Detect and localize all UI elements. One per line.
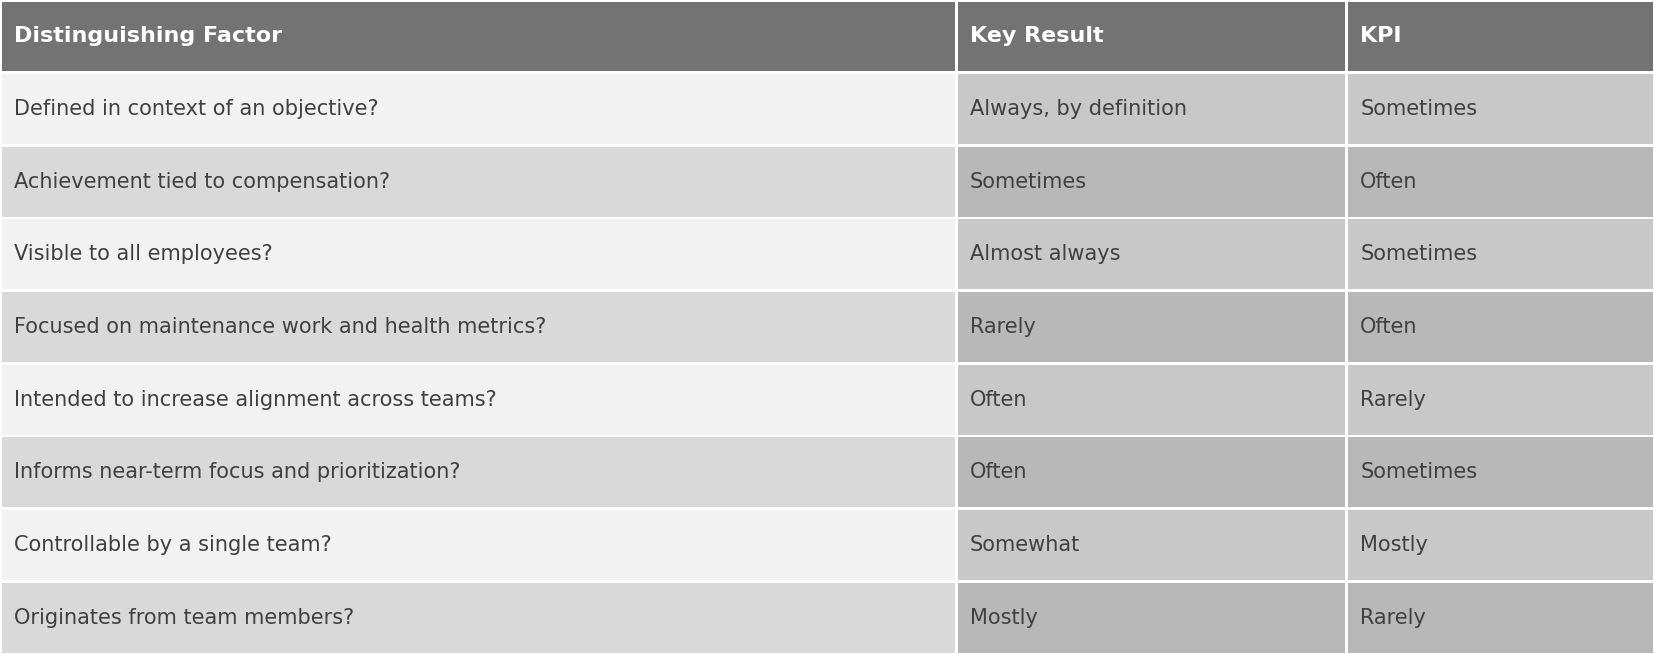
Bar xyxy=(2,510,954,580)
Bar xyxy=(1348,365,1652,434)
Bar xyxy=(2,438,954,507)
Text: Sometimes: Sometimes xyxy=(1360,245,1477,264)
Bar xyxy=(958,365,1345,434)
Text: Rarely: Rarely xyxy=(1360,390,1426,409)
Bar xyxy=(2,220,954,289)
Bar xyxy=(2,147,954,216)
Bar xyxy=(958,1,1345,71)
Bar xyxy=(958,292,1345,362)
Text: Distinguishing Factor: Distinguishing Factor xyxy=(13,26,283,46)
Text: Mostly: Mostly xyxy=(1360,535,1429,555)
Text: Often: Often xyxy=(1360,171,1417,192)
Bar xyxy=(1348,438,1652,507)
Text: Often: Often xyxy=(969,390,1027,409)
Text: Key Result: Key Result xyxy=(969,26,1103,46)
Text: Defined in context of an objective?: Defined in context of an objective? xyxy=(13,99,379,119)
Bar xyxy=(1348,583,1652,653)
Bar xyxy=(1348,1,1652,71)
Bar xyxy=(958,74,1345,144)
Text: Sometimes: Sometimes xyxy=(1360,99,1477,119)
Bar xyxy=(1348,510,1652,580)
Text: Visible to all employees?: Visible to all employees? xyxy=(13,245,273,264)
Text: Often: Often xyxy=(969,462,1027,483)
Bar xyxy=(1348,74,1652,144)
Bar xyxy=(2,365,954,434)
Text: Rarely: Rarely xyxy=(969,317,1035,337)
Text: Intended to increase alignment across teams?: Intended to increase alignment across te… xyxy=(13,390,496,409)
Bar xyxy=(1348,220,1652,289)
Text: Somewhat: Somewhat xyxy=(969,535,1080,555)
Text: Rarely: Rarely xyxy=(1360,608,1426,628)
Text: Mostly: Mostly xyxy=(969,608,1039,628)
Bar xyxy=(2,583,954,653)
Bar xyxy=(2,74,954,144)
Bar xyxy=(958,583,1345,653)
Bar xyxy=(2,292,954,362)
Text: Achievement tied to compensation?: Achievement tied to compensation? xyxy=(13,171,390,192)
Bar xyxy=(2,1,954,71)
Bar xyxy=(958,510,1345,580)
Text: Informs near-term focus and prioritization?: Informs near-term focus and prioritizati… xyxy=(13,462,460,483)
Text: Always, by definition: Always, by definition xyxy=(969,99,1188,119)
Bar xyxy=(1348,292,1652,362)
Bar xyxy=(1348,147,1652,216)
Text: Originates from team members?: Originates from team members? xyxy=(13,608,354,628)
Text: Sometimes: Sometimes xyxy=(1360,462,1477,483)
Text: KPI: KPI xyxy=(1360,26,1403,46)
Text: Often: Often xyxy=(1360,317,1417,337)
Text: Almost always: Almost always xyxy=(969,245,1120,264)
Text: Sometimes: Sometimes xyxy=(969,171,1087,192)
Bar xyxy=(958,147,1345,216)
Bar xyxy=(958,220,1345,289)
Text: Focused on maintenance work and health metrics?: Focused on maintenance work and health m… xyxy=(13,317,546,337)
Text: Controllable by a single team?: Controllable by a single team? xyxy=(13,535,332,555)
Bar xyxy=(958,438,1345,507)
